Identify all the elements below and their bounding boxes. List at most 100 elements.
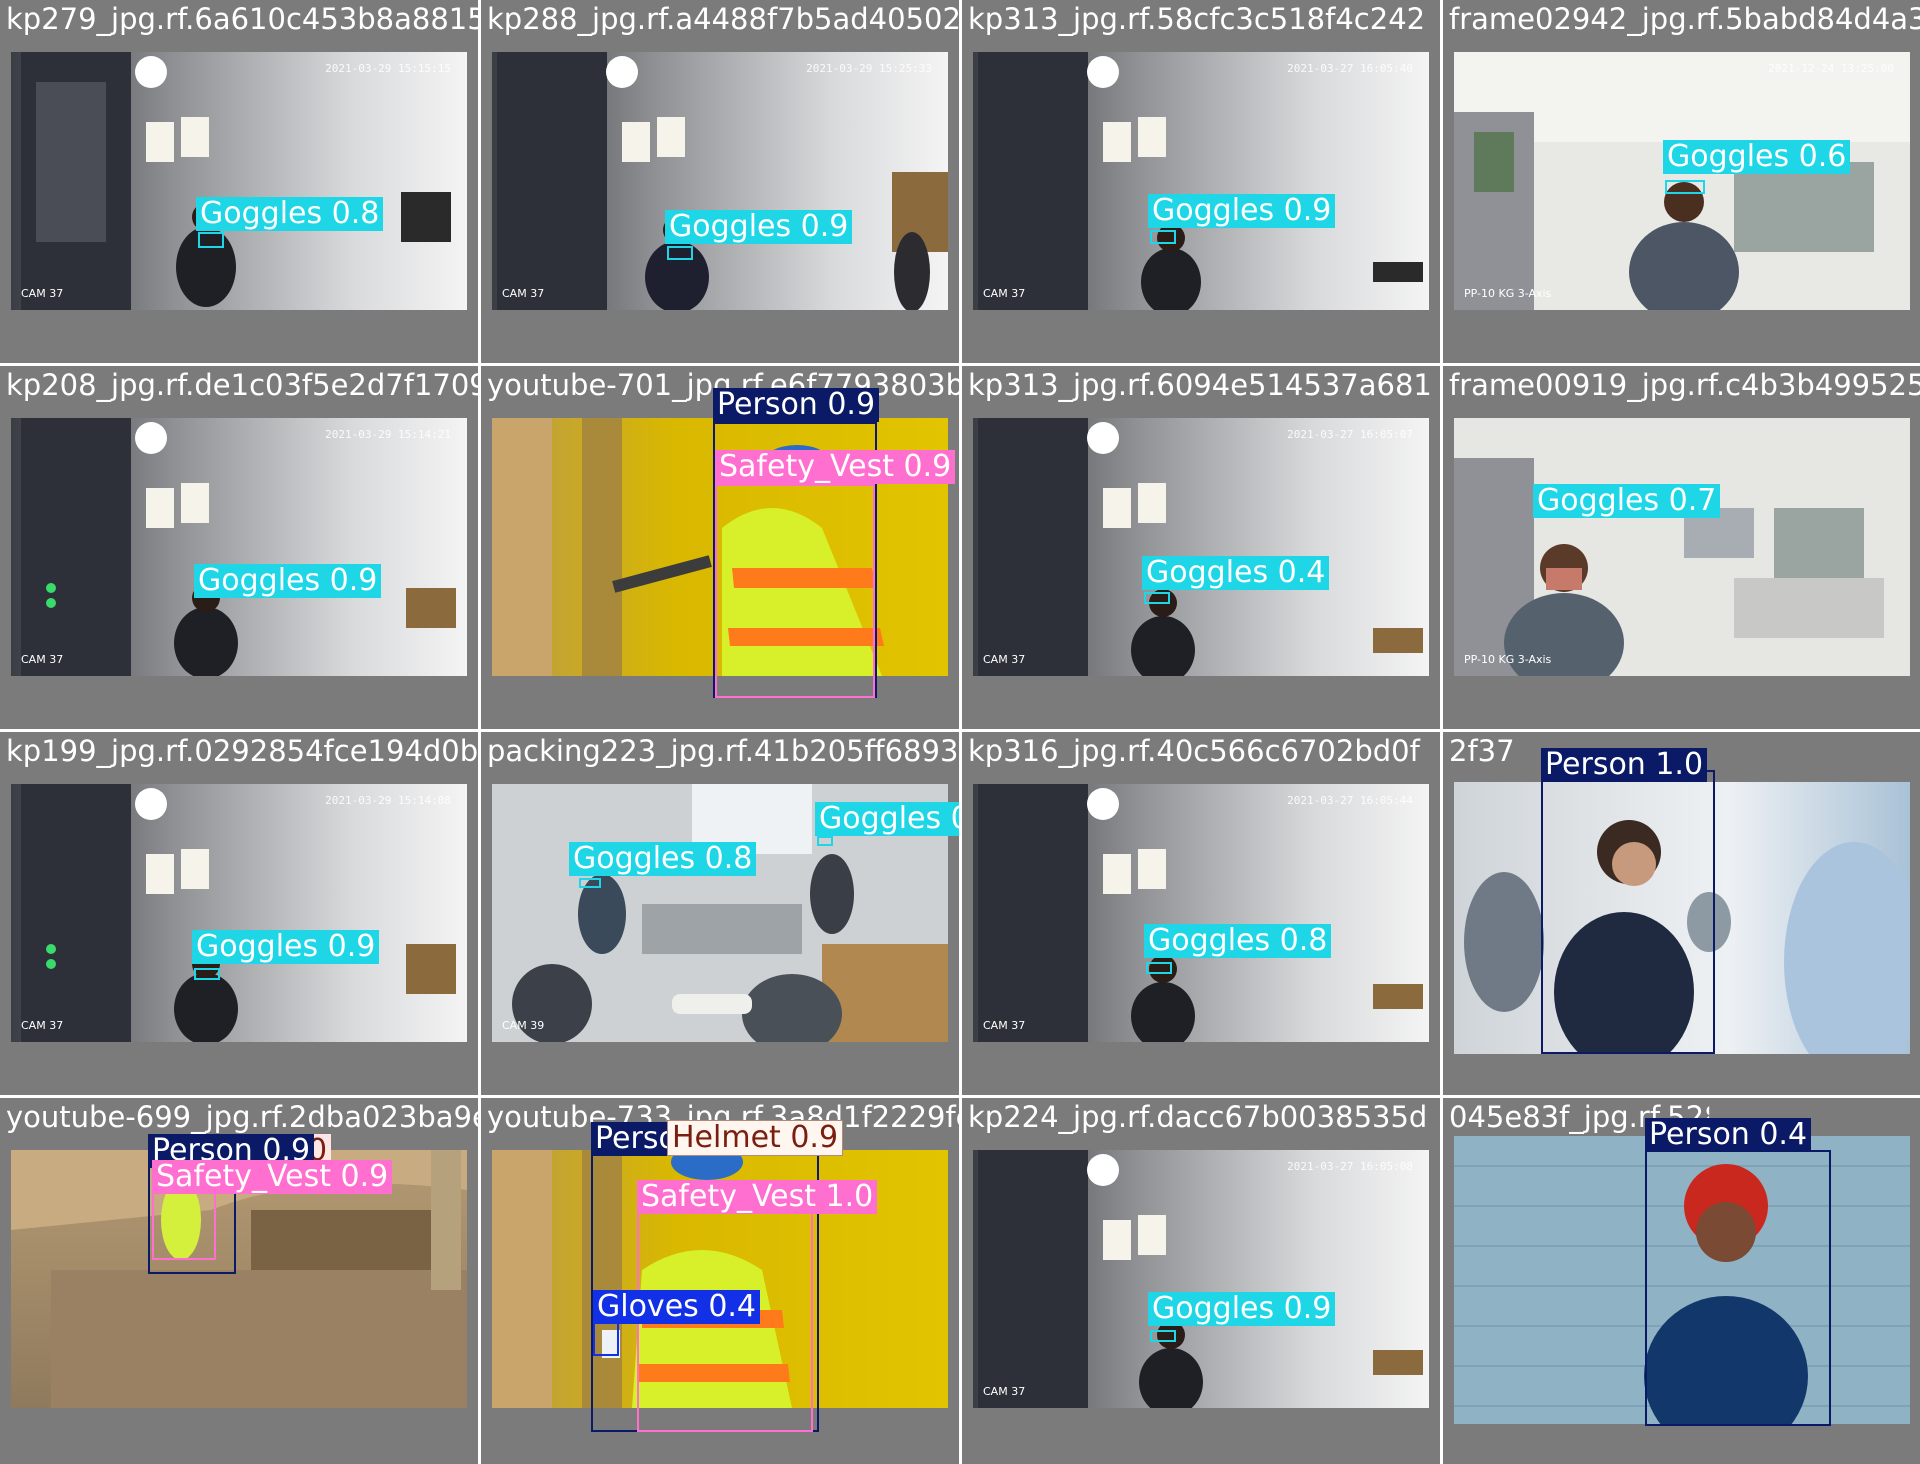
timestamp: 2021-03-29 15:14:08 <box>325 794 451 807</box>
factory-scene <box>11 418 467 676</box>
tile-13: 0 Person 0.9 Safety_Vest 0.9 youtube-699… <box>0 1098 478 1464</box>
factory-scene <box>11 784 467 1042</box>
camera-label: CAM 39 <box>502 1019 544 1032</box>
goggles-label: Goggles 0.8 <box>1144 924 1331 958</box>
factory-photo: 2021-03-27 16:05:40 CAM 37 <box>973 52 1429 310</box>
safety-vest-label: Safety_Vest 0.9 <box>715 450 955 484</box>
tile-11: 2021-03-27 16:05:44 CAM 37 Goggles 0.8 k… <box>962 732 1440 1095</box>
gloves-box <box>593 1320 619 1356</box>
tile-filename: youtube-699_jpg.rf.2dba023ba9e <box>6 1100 478 1134</box>
timestamp: 2021-03-29 15:14:21 <box>325 428 451 441</box>
tile-2: 2021-03-29 15:25:33 CAM 37 Goggles 0.9 k… <box>481 0 959 363</box>
factory-photo: 2021-03-29 15:14:21 CAM 37 <box>11 418 467 676</box>
tile-6: Person 0.9 Safety_Vest 0.9 youtube-701_j… <box>481 366 959 729</box>
tile-filename: frame00919_jpg.rf.c4b3b4995259 <box>1449 368 1920 402</box>
goggles-box <box>667 246 693 260</box>
tile-filename: frame02942_jpg.rf.5babd84d4a37 <box>1449 2 1920 36</box>
tile-5: 2021-03-29 15:14:21 CAM 37 Goggles 0.9 k… <box>0 366 478 729</box>
tile-1: 2021-03-29 15:15:15 CAM 37 Goggles 0.8 k… <box>0 0 478 363</box>
factory-photo: PP-10 KG 3-Axis <box>1454 418 1910 676</box>
goggles-label: Goggles 0.4 <box>1142 556 1329 590</box>
tile-15: 2021-03-27 16:05:08 CAM 37 Goggles 0.9 k… <box>962 1098 1440 1464</box>
timestamp: 2021-03-27 16:05:07 <box>1287 428 1413 441</box>
tile-filename: kp316_jpg.rf.40c566c6702bd0f <box>968 734 1420 768</box>
factory-scene <box>11 52 467 310</box>
person-label: Person 0.9 <box>713 388 879 422</box>
goggles-box <box>194 968 220 980</box>
timestamp: 2021-03-27 16:05:44 <box>1287 794 1413 807</box>
tile-filename: kp313_jpg.rf.6094e514537a681 <box>968 368 1432 402</box>
goggles-label: Goggles 0.8 <box>569 842 756 876</box>
tile-filename: kp279_jpg.rf.6a610c453b8a8815 <box>6 2 478 36</box>
tile-filename: kp224_jpg.rf.dacc67b0038535d <box>968 1100 1427 1134</box>
factory-scene <box>973 1150 1429 1408</box>
safety-vest-box <box>715 484 875 698</box>
goggles-label: Goggles 0.9 <box>1148 194 1335 228</box>
goggles-box <box>1146 962 1172 974</box>
camera-label: PP-10 KG 3-Axis <box>1464 653 1551 666</box>
goggles-box <box>1144 592 1170 604</box>
tile-12: Person 1.0 2f3753_2f332052159816_jpg <box>1443 732 1920 1095</box>
factory-photo: 2021-03-27 16:05:44 CAM 37 <box>973 784 1429 1042</box>
timestamp: 2021-03-27 16:05:08 <box>1287 1160 1413 1173</box>
goggles-box <box>579 878 601 888</box>
tile-7: 2021-03-27 16:05:07 CAM 37 Goggles 0.4 k… <box>962 366 1440 729</box>
person-label: Person 1.0 <box>1541 748 1707 782</box>
person-box <box>1645 1150 1831 1426</box>
timestamp: 2021-03-29 15:25:33 <box>806 62 932 75</box>
timestamp: 2021-03-27 16:05:40 <box>1287 62 1413 75</box>
timestamp: 2021-03-29 15:15:15 <box>325 62 451 75</box>
tile-10: CAM 39 Goggles 0.8 Goggles 0.4 packing22… <box>481 732 959 1095</box>
factory-scene <box>973 52 1429 310</box>
tile-8: PP-10 KG 3-Axis Goggles 0.7 frame00919_j… <box>1443 366 1920 729</box>
camera-label: CAM 37 <box>983 653 1025 666</box>
goggles-box <box>1665 180 1705 194</box>
tile-16: Person 0.4 045e83f_jpg.rf.5287c7de3ec937 <box>1443 1098 1920 1464</box>
tile-3: 2021-03-27 16:05:40 CAM 37 Goggles 0.9 k… <box>962 0 1440 363</box>
safety-vest-label: Safety_Vest 0.9 <box>152 1160 392 1194</box>
person-label: Person 0.4 <box>1645 1118 1811 1152</box>
tile-9: 2021-03-29 15:14:08 CAM 37 Goggles 0.9 k… <box>0 732 478 1095</box>
goggles-label: Goggles 0.6 <box>1663 140 1850 174</box>
timestamp: 2021-12-24 13:25:00 <box>1768 62 1894 75</box>
factory-scene <box>492 52 948 310</box>
factory-scene <box>1454 418 1910 676</box>
camera-label: CAM 37 <box>21 653 63 666</box>
person-box <box>1541 770 1715 1054</box>
person-label: Perso <box>591 1122 669 1156</box>
factory-scene <box>973 784 1429 1042</box>
helmet-label: Helmet 0.9 <box>667 1120 843 1156</box>
camera-label: CAM 37 <box>983 1385 1025 1398</box>
goggles-label: Goggles 0.8 <box>196 197 383 231</box>
tile-filename: kp288_jpg.rf.a4488f7b5ad40502c <box>487 2 959 36</box>
goggles-label: Goggles 0.9 <box>1148 1292 1335 1326</box>
tile-filename: kp199_jpg.rf.0292854fce194d0b <box>6 734 478 768</box>
tile-4: 2021-12-24 13:25:00 PP-10 KG 3-Axis Gogg… <box>1443 0 1920 363</box>
camera-label: CAM 37 <box>21 1019 63 1032</box>
factory-scene <box>973 418 1429 676</box>
goggles-label: Goggles 0.7 <box>1533 484 1720 518</box>
goggles-box <box>817 836 833 846</box>
camera-label: CAM 37 <box>983 287 1025 300</box>
tile-filename: kp208_jpg.rf.de1c03f5e2d7f1709 <box>6 368 478 402</box>
goggles-label: Goggles 0.9 <box>665 210 852 244</box>
goggles-box <box>1150 230 1176 244</box>
factory-photo: 2021-03-29 15:14:08 CAM 37 <box>11 784 467 1042</box>
camera-label: CAM 37 <box>502 287 544 300</box>
camera-label: CAM 37 <box>21 287 63 300</box>
goggles-box <box>1150 1330 1176 1342</box>
factory-photo: 2021-03-27 16:05:07 CAM 37 <box>973 418 1429 676</box>
camera-label: CAM 37 <box>983 1019 1025 1032</box>
safety-vest-label: Safety_Vest 1.0 <box>637 1180 877 1214</box>
factory-photo: 2021-03-27 16:05:08 CAM 37 <box>973 1150 1429 1408</box>
goggles-label: Goggles 0.9 <box>192 930 379 964</box>
goggles-label: Goggles 0.9 <box>194 564 381 598</box>
gloves-label: Gloves 0.4 <box>593 1290 760 1324</box>
tile-filename: kp313_jpg.rf.58cfc3c518f4c242 <box>968 2 1425 36</box>
tile-14: Perso Helmet 0.9 Safety_Vest 1.0 Gloves … <box>481 1098 959 1464</box>
factory-photo: 2021-03-29 15:15:15 CAM 37 <box>11 52 467 310</box>
goggles-label: Goggles 0.4 <box>815 802 959 836</box>
factory-photo: 2021-03-29 15:25:33 CAM 37 <box>492 52 948 310</box>
camera-label: PP-10 KG 3-Axis <box>1464 287 1551 300</box>
